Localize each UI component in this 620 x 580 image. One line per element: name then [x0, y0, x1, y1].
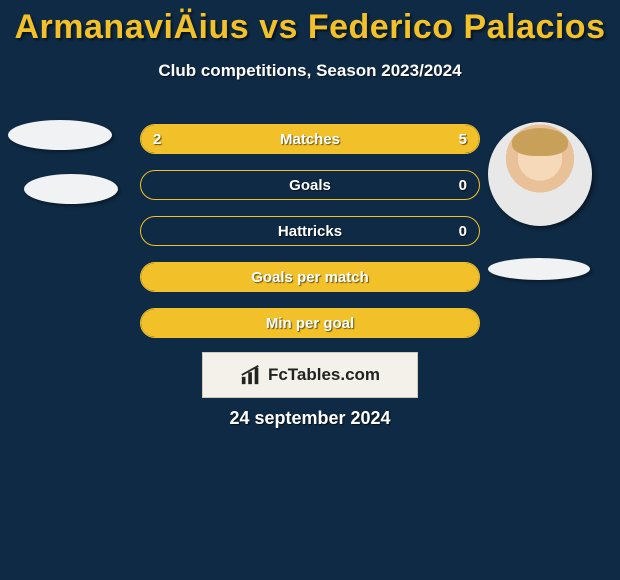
stat-row: Min per goal	[140, 308, 480, 338]
stat-row: Goals per match	[140, 262, 480, 292]
player-right-team-pill	[488, 258, 590, 280]
stats-table: 2 Matches 5 Goals 0 Hattricks 0 Goals pe…	[140, 124, 480, 354]
stat-label: Hattricks	[278, 223, 342, 240]
player-left-area	[8, 120, 118, 204]
site-logo-text: FcTables.com	[268, 365, 380, 385]
page-title: ArmanaviÄius vs Federico Palacios	[0, 0, 620, 47]
stat-row: Goals 0	[140, 170, 480, 200]
player-left-team-pill	[24, 174, 118, 204]
stat-row: 2 Matches 5	[140, 124, 480, 154]
stat-label: Min per goal	[266, 315, 354, 332]
subtitle: Club competitions, Season 2023/2024	[0, 61, 620, 81]
stat-value-right: 5	[459, 131, 467, 148]
player-left-avatar	[8, 120, 112, 150]
stat-label: Goals	[289, 177, 331, 194]
stat-label: Goals per match	[251, 269, 369, 286]
site-logo-badge: FcTables.com	[202, 352, 418, 398]
stat-value-right: 0	[459, 177, 467, 194]
player-right-avatar	[488, 122, 592, 226]
stat-value-left: 2	[153, 131, 161, 148]
stat-row: Hattricks 0	[140, 216, 480, 246]
bar-chart-icon	[240, 364, 262, 386]
stat-value-right: 0	[459, 223, 467, 240]
player-right-area	[488, 122, 592, 280]
generation-date: 24 september 2024	[0, 408, 620, 429]
stat-label: Matches	[280, 131, 340, 148]
bar-fill-right	[236, 125, 479, 153]
